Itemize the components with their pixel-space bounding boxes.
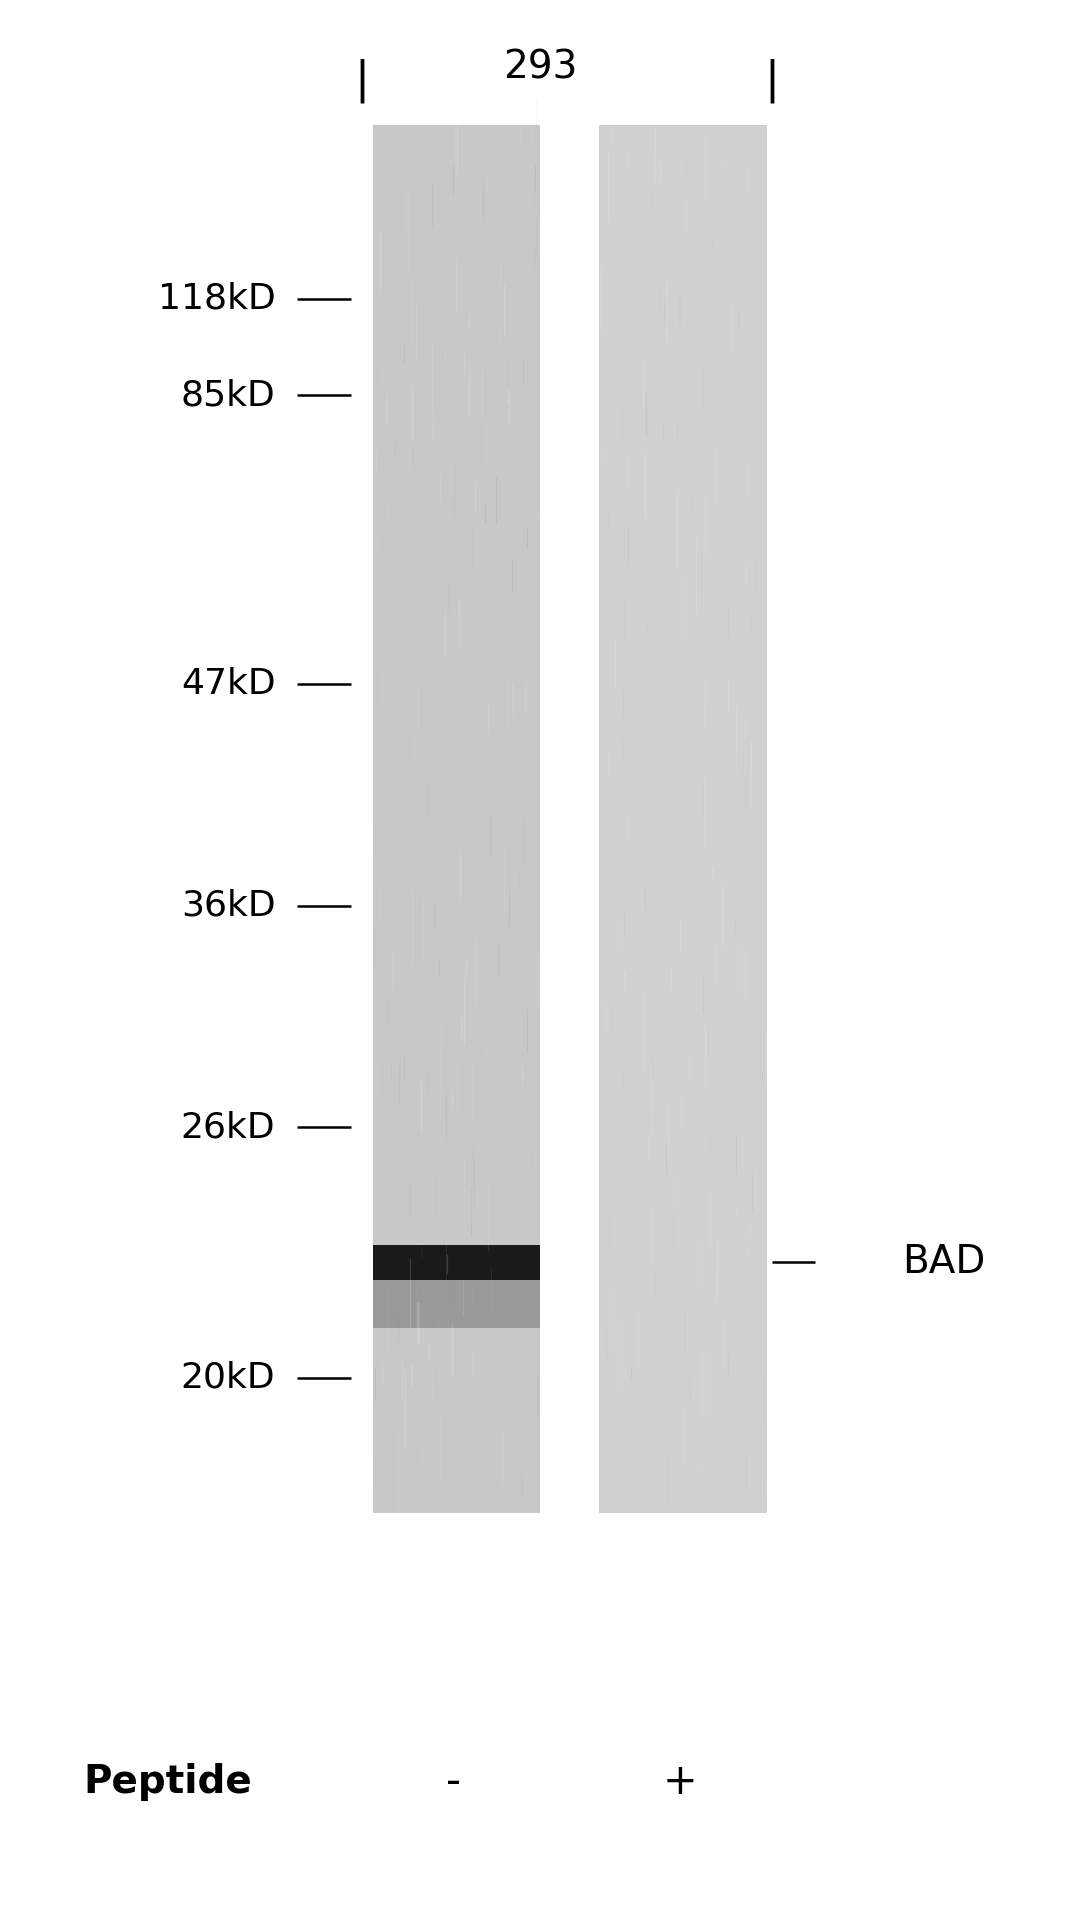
- FancyBboxPatch shape: [373, 1245, 540, 1280]
- Text: 293: 293: [503, 48, 577, 87]
- FancyBboxPatch shape: [373, 1280, 540, 1328]
- Text: Peptide: Peptide: [83, 1763, 252, 1802]
- Text: 36kD: 36kD: [180, 888, 275, 923]
- Text: 47kD: 47kD: [180, 667, 275, 701]
- Text: 26kD: 26kD: [180, 1110, 275, 1145]
- Text: |: |: [354, 58, 369, 104]
- Text: BAD: BAD: [902, 1243, 985, 1281]
- Text: -: -: [446, 1761, 461, 1804]
- Text: +: +: [663, 1761, 698, 1804]
- Text: 85kD: 85kD: [180, 378, 275, 412]
- FancyBboxPatch shape: [373, 125, 540, 1513]
- Text: 20kD: 20kD: [180, 1360, 275, 1395]
- Text: |: |: [765, 58, 780, 104]
- Text: 118kD: 118kD: [158, 281, 275, 316]
- FancyBboxPatch shape: [599, 125, 767, 1513]
